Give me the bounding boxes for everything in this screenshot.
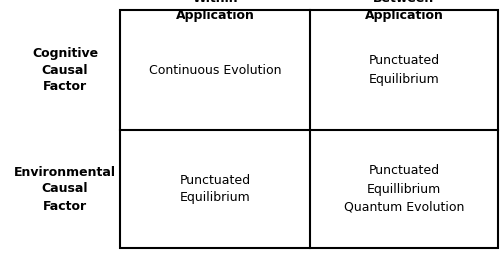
Text: Between
Application: Between Application — [364, 0, 444, 22]
Text: Cognitive
Causal
Factor: Cognitive Causal Factor — [32, 46, 98, 93]
Text: Punctuated
Equillibrium
Quantum Evolution: Punctuated Equillibrium Quantum Evolutio… — [344, 165, 464, 214]
Text: Within
Application: Within Application — [176, 0, 254, 22]
Text: Punctuated
Equilibrium: Punctuated Equilibrium — [368, 55, 440, 86]
Text: Environmental
Causal
Factor: Environmental Causal Factor — [14, 166, 116, 213]
Bar — [120, 10, 498, 248]
Text: Punctuated
Equilibrium: Punctuated Equilibrium — [180, 173, 250, 204]
Text: Continuous Evolution: Continuous Evolution — [149, 64, 281, 76]
